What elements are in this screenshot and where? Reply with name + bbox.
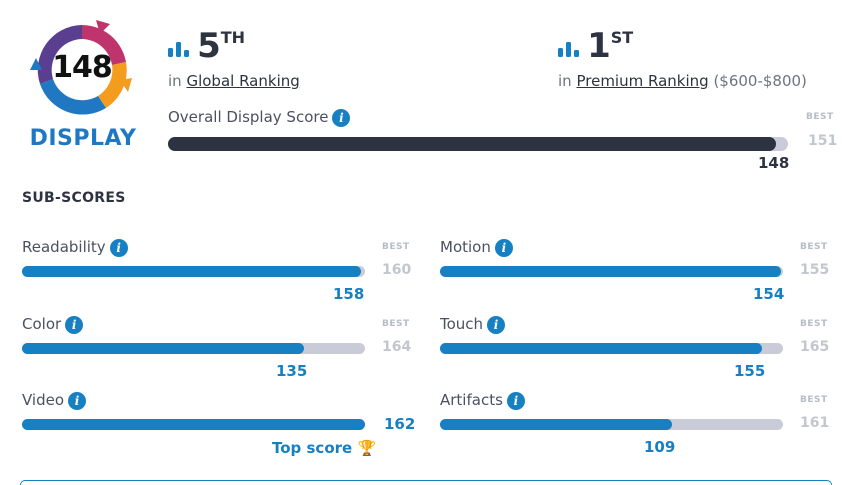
subscore-fill-readability [22, 266, 361, 277]
overall-score-title: Overall Display Score i [168, 108, 351, 127]
subscore-best-label: BEST [382, 319, 410, 329]
premium-rank-prefix: in [558, 72, 572, 90]
subscore-fill-artifacts [440, 419, 672, 430]
info-icon[interactable]: i [68, 391, 87, 410]
badge-label: DISPLAY [29, 126, 137, 151]
top-score-label: Top score [272, 439, 353, 457]
overall-score-label: Overall Display Score [168, 108, 329, 126]
subscore-title-touch: Touch i [440, 315, 506, 334]
premium-ranking-link[interactable]: Premium Ranking [576, 72, 709, 90]
subscore-best-label: BEST [382, 242, 410, 252]
premium-rank-suffix: ST [610, 28, 634, 47]
info-icon[interactable]: i [494, 238, 513, 257]
top-score-note: Top score 🏆 [272, 439, 376, 457]
global-rank-caption: in Global Ranking [168, 72, 300, 90]
subscore-title-motion: Motion i [440, 238, 513, 257]
subscore-best-label: BEST [800, 319, 828, 329]
overall-score-bar [168, 137, 788, 151]
global-rank-prefix: in [168, 72, 182, 90]
subscore-bar-motion [440, 266, 783, 277]
subscore-bar-color [22, 343, 365, 354]
overall-score-value: 148 [758, 154, 790, 172]
subscore-fill-color [22, 343, 304, 354]
overall-score-fill [168, 137, 776, 151]
premium-rank-caption: in Premium Ranking ($600-$800) [558, 72, 807, 90]
subscore-value-video: 162 [384, 415, 416, 433]
subscore-name: Artifacts [440, 391, 503, 409]
subscore-bar-video [22, 419, 365, 430]
subscore-title-readability: Readability i [22, 238, 128, 257]
subscore-best-value: 165 [800, 339, 830, 355]
subscore-title-color: Color i [22, 315, 84, 334]
premium-rank: 1ST [558, 26, 633, 66]
premium-rank-range: ($600-$800) [713, 72, 807, 90]
display-badge: 148 DISPLAY [20, 18, 136, 154]
global-ranking-link[interactable]: Global Ranking [186, 72, 300, 90]
subscore-value-touch: 155 [734, 362, 766, 380]
subscore-best-label: BEST [800, 242, 828, 252]
premium-rank-number: 1 [587, 26, 611, 66]
subscore-bar-artifacts [440, 419, 783, 430]
subscore-fill-video [22, 419, 365, 430]
subscore-name: Touch [440, 315, 484, 333]
sub-scores-heading: SUB-SCORES [22, 190, 126, 206]
score-ring-icon [30, 20, 132, 115]
bar-chart-icon [168, 42, 189, 57]
subscore-name: Video [22, 391, 65, 409]
subscore-name: Color [22, 315, 62, 333]
bar-chart-icon [558, 42, 579, 57]
badge-score: 148 [52, 50, 113, 85]
subscore-best-value: 160 [382, 262, 412, 278]
subscore-fill-touch [440, 343, 762, 354]
subscore-bar-readability [22, 266, 365, 277]
subscore-value-artifacts: 109 [644, 438, 676, 456]
subscore-value-motion: 154 [753, 285, 785, 303]
subscore-best-value: 161 [800, 415, 830, 431]
info-icon[interactable]: i [65, 315, 84, 334]
subscore-best-label: BEST [800, 395, 828, 405]
subscore-title-video: Video i [22, 391, 87, 410]
overall-best-label: BEST [806, 112, 834, 122]
global-rank-number: 5 [197, 26, 221, 66]
global-rank: 5TH [168, 26, 245, 66]
global-rank-suffix: TH [220, 28, 246, 47]
trophy-icon: 🏆 [357, 439, 377, 457]
subscore-value-color: 135 [276, 362, 308, 380]
info-icon[interactable]: i [332, 108, 351, 127]
subscore-bar-touch [440, 343, 783, 354]
subscore-fill-motion [440, 266, 781, 277]
subscore-name: Motion [440, 238, 491, 256]
info-icon[interactable]: i [506, 391, 525, 410]
subscore-title-artifacts: Artifacts i [440, 391, 525, 410]
subscore-best-value: 155 [800, 262, 830, 278]
info-icon[interactable]: i [487, 315, 506, 334]
info-icon[interactable]: i [109, 238, 128, 257]
subscore-best-value: 164 [382, 339, 412, 355]
overall-best-value: 151 [808, 133, 838, 149]
subscore-value-readability: 158 [333, 285, 365, 303]
subscore-name: Readability [22, 238, 106, 256]
